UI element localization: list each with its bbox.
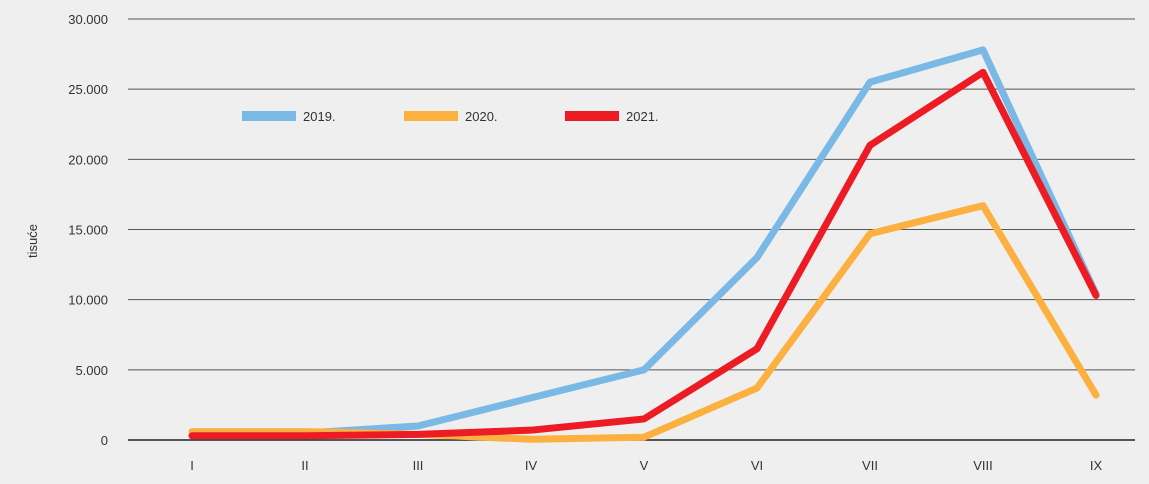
y-tick-label: 0	[101, 433, 108, 448]
y-tick-label: 15.000	[68, 223, 108, 238]
x-tick-label: I	[190, 458, 194, 473]
x-tick-label: V	[640, 458, 649, 473]
y-axis-title: tisuće	[25, 224, 40, 258]
series-line-3	[188, 68, 1100, 440]
legend-label: 2019.	[303, 109, 336, 124]
x-tick-label: IV	[525, 458, 538, 473]
legend-label: 2021.	[626, 109, 659, 124]
legend-swatch	[565, 111, 619, 121]
gridlines	[128, 18, 1135, 441]
y-tick-label: 5.000	[75, 363, 108, 378]
y-tick-label: 20.000	[68, 152, 108, 167]
x-tick-label: III	[413, 458, 424, 473]
legend-label: 2020.	[465, 109, 498, 124]
x-tick-label: II	[301, 458, 308, 473]
legend: 2019. 2020. 2021.	[242, 109, 659, 124]
series-line-2	[188, 202, 1100, 443]
series-lines	[188, 46, 1100, 443]
series-line-1	[188, 46, 1100, 440]
legend-swatch	[404, 111, 458, 121]
x-tick-label: VII	[862, 458, 878, 473]
x-tick-label: VI	[751, 458, 763, 473]
y-tick-label: 30.000	[68, 12, 108, 27]
x-tick-label: VIII	[973, 458, 993, 473]
y-axis-tick-labels: 0 5.000 10.000 15.000 20.000 25.000 30.000	[68, 12, 108, 448]
x-tick-label: IX	[1090, 458, 1103, 473]
x-axis-tick-labels: I II III IV V VI VII VIII IX	[190, 458, 1102, 473]
y-tick-label: 10.000	[68, 293, 108, 308]
y-tick-label: 25.000	[68, 82, 108, 97]
legend-swatch	[242, 111, 296, 121]
